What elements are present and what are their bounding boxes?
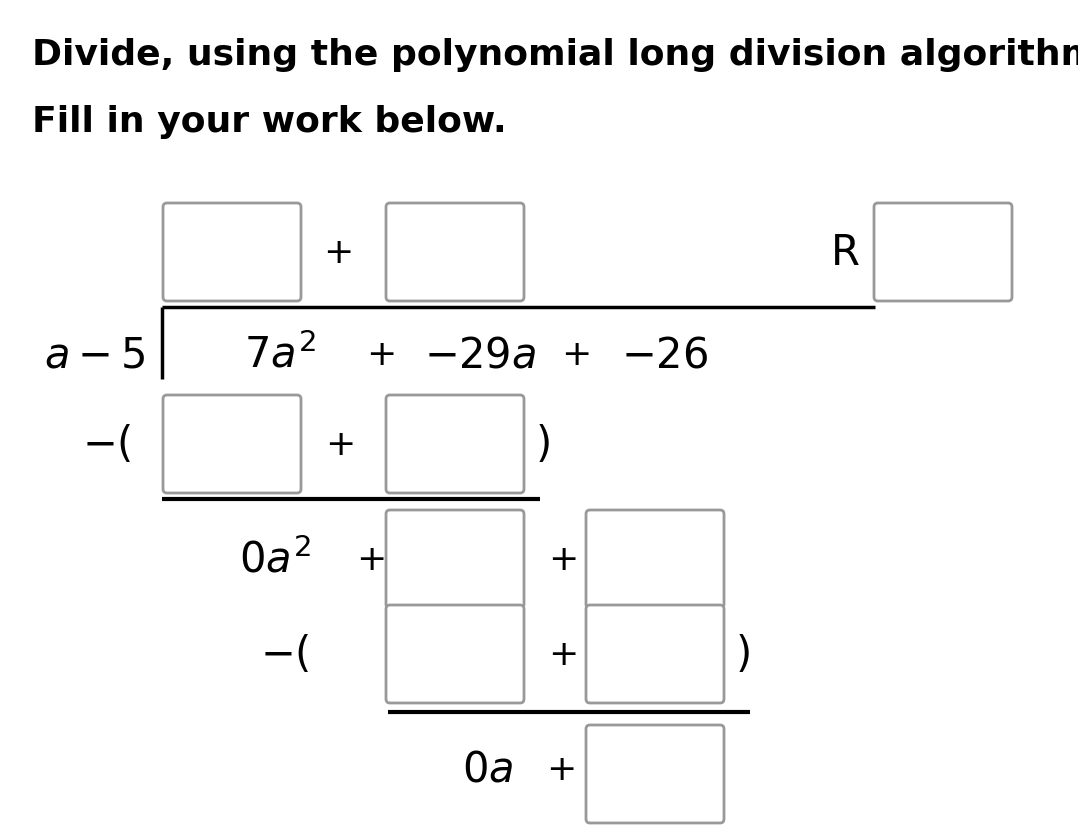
Text: $+$: $+$ bbox=[324, 427, 354, 461]
FancyBboxPatch shape bbox=[386, 204, 524, 302]
Text: $+$: $+$ bbox=[322, 236, 351, 270]
FancyBboxPatch shape bbox=[586, 725, 724, 823]
Text: $-29a$: $-29a$ bbox=[424, 334, 536, 375]
Text: $)$: $)$ bbox=[535, 424, 550, 466]
FancyBboxPatch shape bbox=[586, 605, 724, 703]
FancyBboxPatch shape bbox=[386, 605, 524, 703]
Text: $+$: $+$ bbox=[561, 338, 590, 371]
Text: $-(\ $: $-(\ $ bbox=[260, 633, 309, 675]
Text: $+$: $+$ bbox=[548, 543, 577, 576]
FancyBboxPatch shape bbox=[163, 395, 301, 493]
Text: $+$: $+$ bbox=[356, 543, 384, 576]
Text: $a - 5$: $a - 5$ bbox=[44, 334, 146, 375]
FancyBboxPatch shape bbox=[874, 204, 1012, 302]
FancyBboxPatch shape bbox=[586, 511, 724, 609]
Text: $-26$: $-26$ bbox=[621, 334, 708, 375]
Text: $+$: $+$ bbox=[365, 338, 395, 371]
Text: $+$: $+$ bbox=[548, 637, 577, 671]
Text: Fill in your work below.: Fill in your work below. bbox=[32, 104, 507, 139]
Text: $0a$: $0a$ bbox=[462, 748, 513, 790]
FancyBboxPatch shape bbox=[386, 395, 524, 493]
Text: R: R bbox=[830, 232, 859, 273]
FancyBboxPatch shape bbox=[386, 511, 524, 609]
FancyBboxPatch shape bbox=[163, 204, 301, 302]
Text: $+$: $+$ bbox=[545, 752, 575, 786]
Text: $)$: $)$ bbox=[734, 633, 749, 675]
Text: $7a^2$: $7a^2$ bbox=[245, 334, 316, 376]
Text: $0a^2$: $0a^2$ bbox=[239, 538, 310, 580]
Text: $-(\ $: $-(\ $ bbox=[82, 424, 132, 466]
Text: Divide, using the polynomial long division algorithm.: Divide, using the polynomial long divisi… bbox=[32, 38, 1078, 72]
